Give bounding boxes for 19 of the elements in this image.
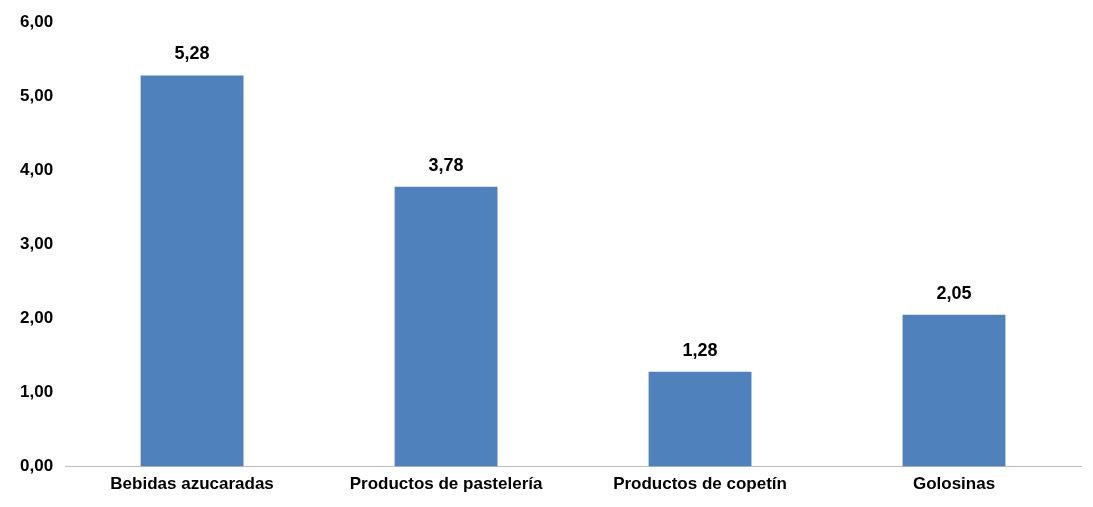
x-tick-label: Bebidas azucaradas <box>110 474 274 494</box>
y-tick-label: 6,00 <box>19 11 54 31</box>
x-tick-label: Golosinas <box>912 474 996 494</box>
y-tick-label: 4,00 <box>19 160 54 180</box>
y-tick-label: 2,00 <box>19 308 54 328</box>
bar <box>394 186 498 467</box>
x-tick-label: Productos de pastelería <box>349 474 543 494</box>
y-tick-label: 3,00 <box>19 234 54 254</box>
bar <box>648 371 752 467</box>
y-tick-label: 0,00 <box>19 456 54 476</box>
data-label: 1,28 <box>682 339 718 360</box>
bar <box>902 314 1006 467</box>
x-tick-label: Productos de copetín <box>613 474 787 494</box>
data-label: 2,05 <box>936 282 972 303</box>
bar <box>140 75 244 467</box>
data-label: 3,78 <box>428 154 464 175</box>
y-tick-label: 5,00 <box>19 85 54 105</box>
y-tick-label: 1,00 <box>19 382 54 402</box>
data-label: 5,28 <box>174 43 210 64</box>
